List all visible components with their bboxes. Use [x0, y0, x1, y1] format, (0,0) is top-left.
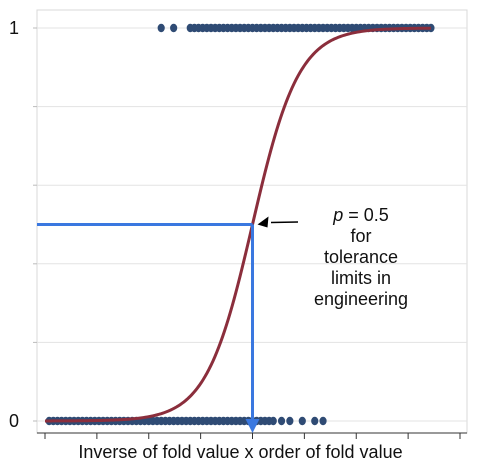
y-tick-label: 0	[9, 411, 19, 431]
p-symbol: p	[333, 205, 344, 225]
point-y0	[286, 416, 294, 426]
point-y0	[269, 416, 277, 426]
annotation-arrowhead	[257, 216, 269, 228]
y-tick-label: 1	[9, 18, 19, 38]
x-axis-label: Inverse of fold value x order of fold va…	[78, 442, 403, 462]
point-y1	[170, 23, 178, 33]
reference-arrowhead	[245, 419, 260, 433]
annotation-line-p: p = 0.5	[292, 205, 430, 226]
point-y0	[319, 416, 327, 426]
annotation-arrow-line	[270, 221, 299, 224]
logistic-curve	[45, 26, 431, 423]
point-y1	[157, 23, 165, 33]
annotation-line-4: limits in	[330, 268, 391, 288]
annotation-text: p = 0.5 for tolerance limits in engineer…	[292, 205, 430, 310]
annotation-line-5: engineering	[313, 289, 409, 309]
annotation-line-3: tolerance	[323, 247, 399, 267]
point-y1	[427, 23, 435, 33]
annotation-line-1: = 0.5	[348, 205, 389, 225]
annotation-line-2: for	[350, 226, 372, 246]
point-y0	[277, 416, 286, 426]
point-y0	[311, 416, 319, 426]
point-y0	[298, 416, 306, 426]
